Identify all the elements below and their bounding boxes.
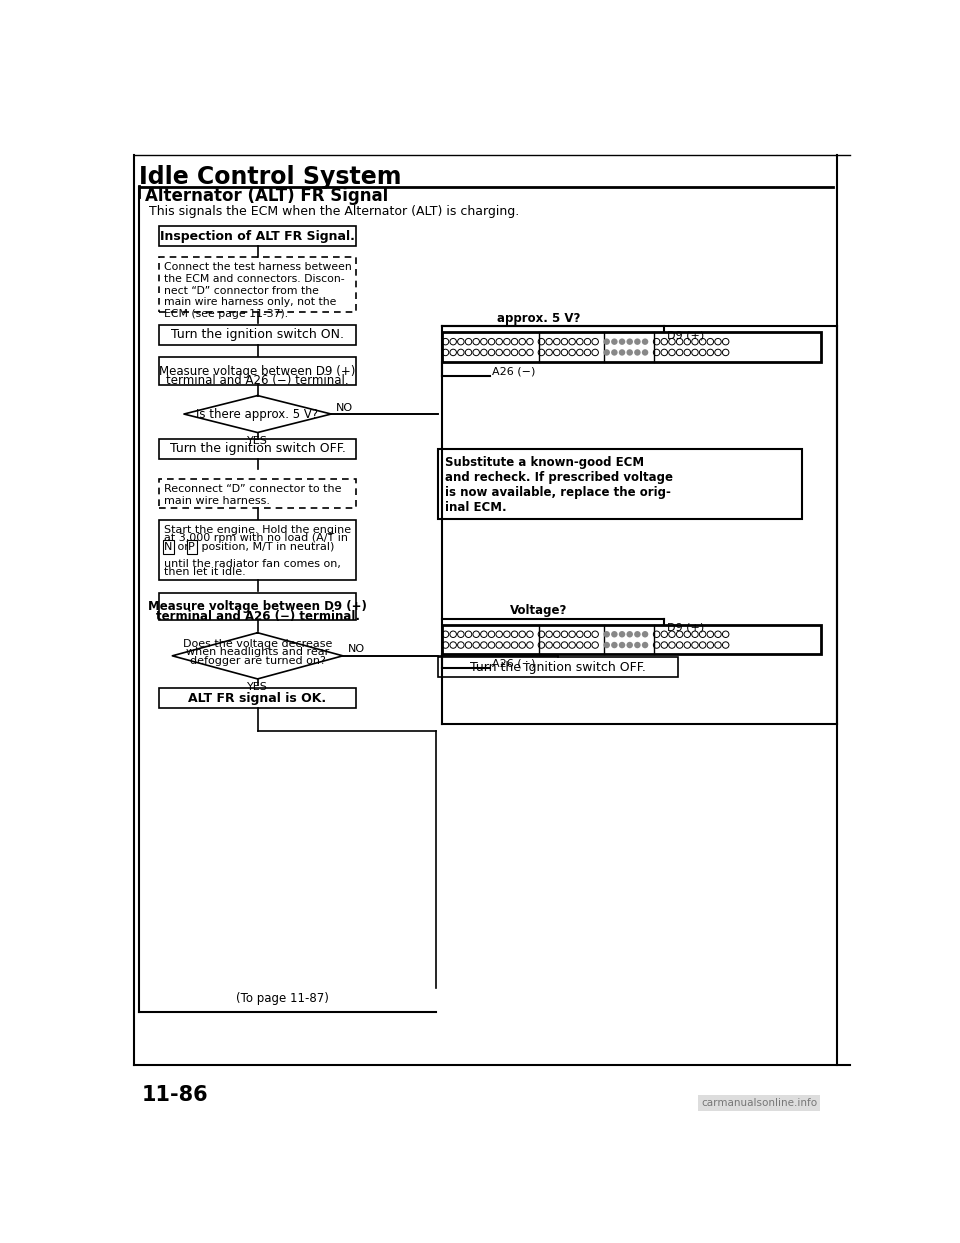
Text: Voltage?: Voltage? xyxy=(510,604,567,618)
Text: Inspection of ALT FR Signal.: Inspection of ALT FR Signal. xyxy=(160,230,355,242)
Text: terminal and A26 (−) terminal.: terminal and A26 (−) terminal. xyxy=(156,609,360,623)
Circle shape xyxy=(612,641,617,649)
Circle shape xyxy=(612,349,617,355)
Text: Turn the ignition switch OFF.: Turn the ignition switch OFF. xyxy=(470,661,646,674)
Text: N: N xyxy=(164,542,173,552)
Text: D9 (+): D9 (+) xyxy=(667,623,705,633)
Text: A26 (−): A26 (−) xyxy=(492,367,535,377)
Text: Reconnect “D” connector to the
main wire harness.: Reconnect “D” connector to the main wire… xyxy=(164,484,342,506)
Circle shape xyxy=(635,338,640,344)
Text: Alternator (ALT) FR Signal: Alternator (ALT) FR Signal xyxy=(145,186,388,205)
Circle shape xyxy=(642,641,648,649)
FancyBboxPatch shape xyxy=(158,257,356,312)
Circle shape xyxy=(627,631,633,638)
Circle shape xyxy=(619,338,625,344)
FancyBboxPatch shape xyxy=(158,593,356,620)
Text: when headlights and rear: when headlights and rear xyxy=(186,648,329,658)
Circle shape xyxy=(604,349,610,355)
Text: or: or xyxy=(175,542,193,552)
Circle shape xyxy=(619,349,625,355)
Circle shape xyxy=(627,338,633,344)
Text: at 3,000 rpm with no load (A/T in: at 3,000 rpm with no load (A/T in xyxy=(164,533,348,543)
Text: (To page 11-87): (To page 11-87) xyxy=(236,992,329,1006)
Text: Substitute a known-good ECM
and recheck. If prescribed voltage
is now available,: Substitute a known-good ECM and recheck.… xyxy=(444,456,673,513)
FancyBboxPatch shape xyxy=(442,625,822,654)
Text: position, M/T in neutral): position, M/T in neutral) xyxy=(199,542,335,552)
Text: Connect the test harness between
the ECM and connectors. Discon-
nect “D” connec: Connect the test harness between the ECM… xyxy=(164,262,352,318)
Circle shape xyxy=(604,338,610,344)
Text: Turn the ignition switch ON.: Turn the ignition switch ON. xyxy=(171,328,344,342)
FancyBboxPatch shape xyxy=(158,324,356,344)
Circle shape xyxy=(627,641,633,649)
FancyBboxPatch shape xyxy=(158,226,356,246)
Circle shape xyxy=(635,631,640,638)
Text: Does the voltage decrease: Does the voltage decrease xyxy=(182,639,332,649)
FancyBboxPatch shape xyxy=(438,450,802,518)
Text: Turn the ignition switch OFF.: Turn the ignition switch OFF. xyxy=(170,443,346,455)
Circle shape xyxy=(642,631,648,638)
Text: Idle Control System: Idle Control System xyxy=(139,164,402,189)
Text: Start the engine. Hold the engine: Start the engine. Hold the engine xyxy=(164,525,351,534)
Circle shape xyxy=(604,641,610,649)
Text: Measure voltage between D9 (+): Measure voltage between D9 (+) xyxy=(159,364,356,378)
Text: terminal and A26 (−) terminal.: terminal and A26 (−) terminal. xyxy=(166,374,348,387)
Text: defogger are turned on?: defogger are turned on? xyxy=(190,656,325,666)
Circle shape xyxy=(604,631,610,638)
Text: P: P xyxy=(188,542,195,552)
Text: 11-86: 11-86 xyxy=(142,1085,208,1105)
FancyBboxPatch shape xyxy=(442,332,822,362)
FancyBboxPatch shape xyxy=(438,658,678,677)
Text: ALT FR signal is OK.: ALT FR signal is OK. xyxy=(188,691,326,705)
Text: A26 (−): A26 (−) xyxy=(492,659,535,669)
Text: YES: YES xyxy=(247,682,268,692)
Circle shape xyxy=(635,349,640,355)
Text: then let it idle.: then let it idle. xyxy=(164,567,246,577)
Text: Measure voltage between D9 (+): Measure voltage between D9 (+) xyxy=(148,600,367,613)
Circle shape xyxy=(642,338,648,344)
Circle shape xyxy=(612,631,617,638)
Circle shape xyxy=(619,631,625,638)
Text: NO: NO xyxy=(348,644,365,654)
Text: approx. 5 V?: approx. 5 V? xyxy=(496,312,580,324)
Text: NO: NO xyxy=(336,403,353,413)
FancyBboxPatch shape xyxy=(158,521,356,580)
Text: until the radiator fan comes on,: until the radiator fan comes on, xyxy=(164,559,341,569)
Text: Is there approx. 5 V?: Is there approx. 5 V? xyxy=(197,408,319,420)
FancyBboxPatch shape xyxy=(158,439,356,459)
Circle shape xyxy=(635,641,640,649)
Text: D9 (+): D9 (+) xyxy=(667,331,705,341)
Circle shape xyxy=(627,349,633,355)
FancyBboxPatch shape xyxy=(158,689,356,709)
FancyBboxPatch shape xyxy=(158,479,356,508)
Text: carmanualsonline.info: carmanualsonline.info xyxy=(701,1098,817,1108)
FancyBboxPatch shape xyxy=(158,357,356,385)
Circle shape xyxy=(619,641,625,649)
Text: This signals the ECM when the Alternator (ALT) is charging.: This signals the ECM when the Alternator… xyxy=(150,205,519,218)
Text: YES: YES xyxy=(247,435,268,445)
Circle shape xyxy=(612,338,617,344)
Circle shape xyxy=(642,349,648,355)
